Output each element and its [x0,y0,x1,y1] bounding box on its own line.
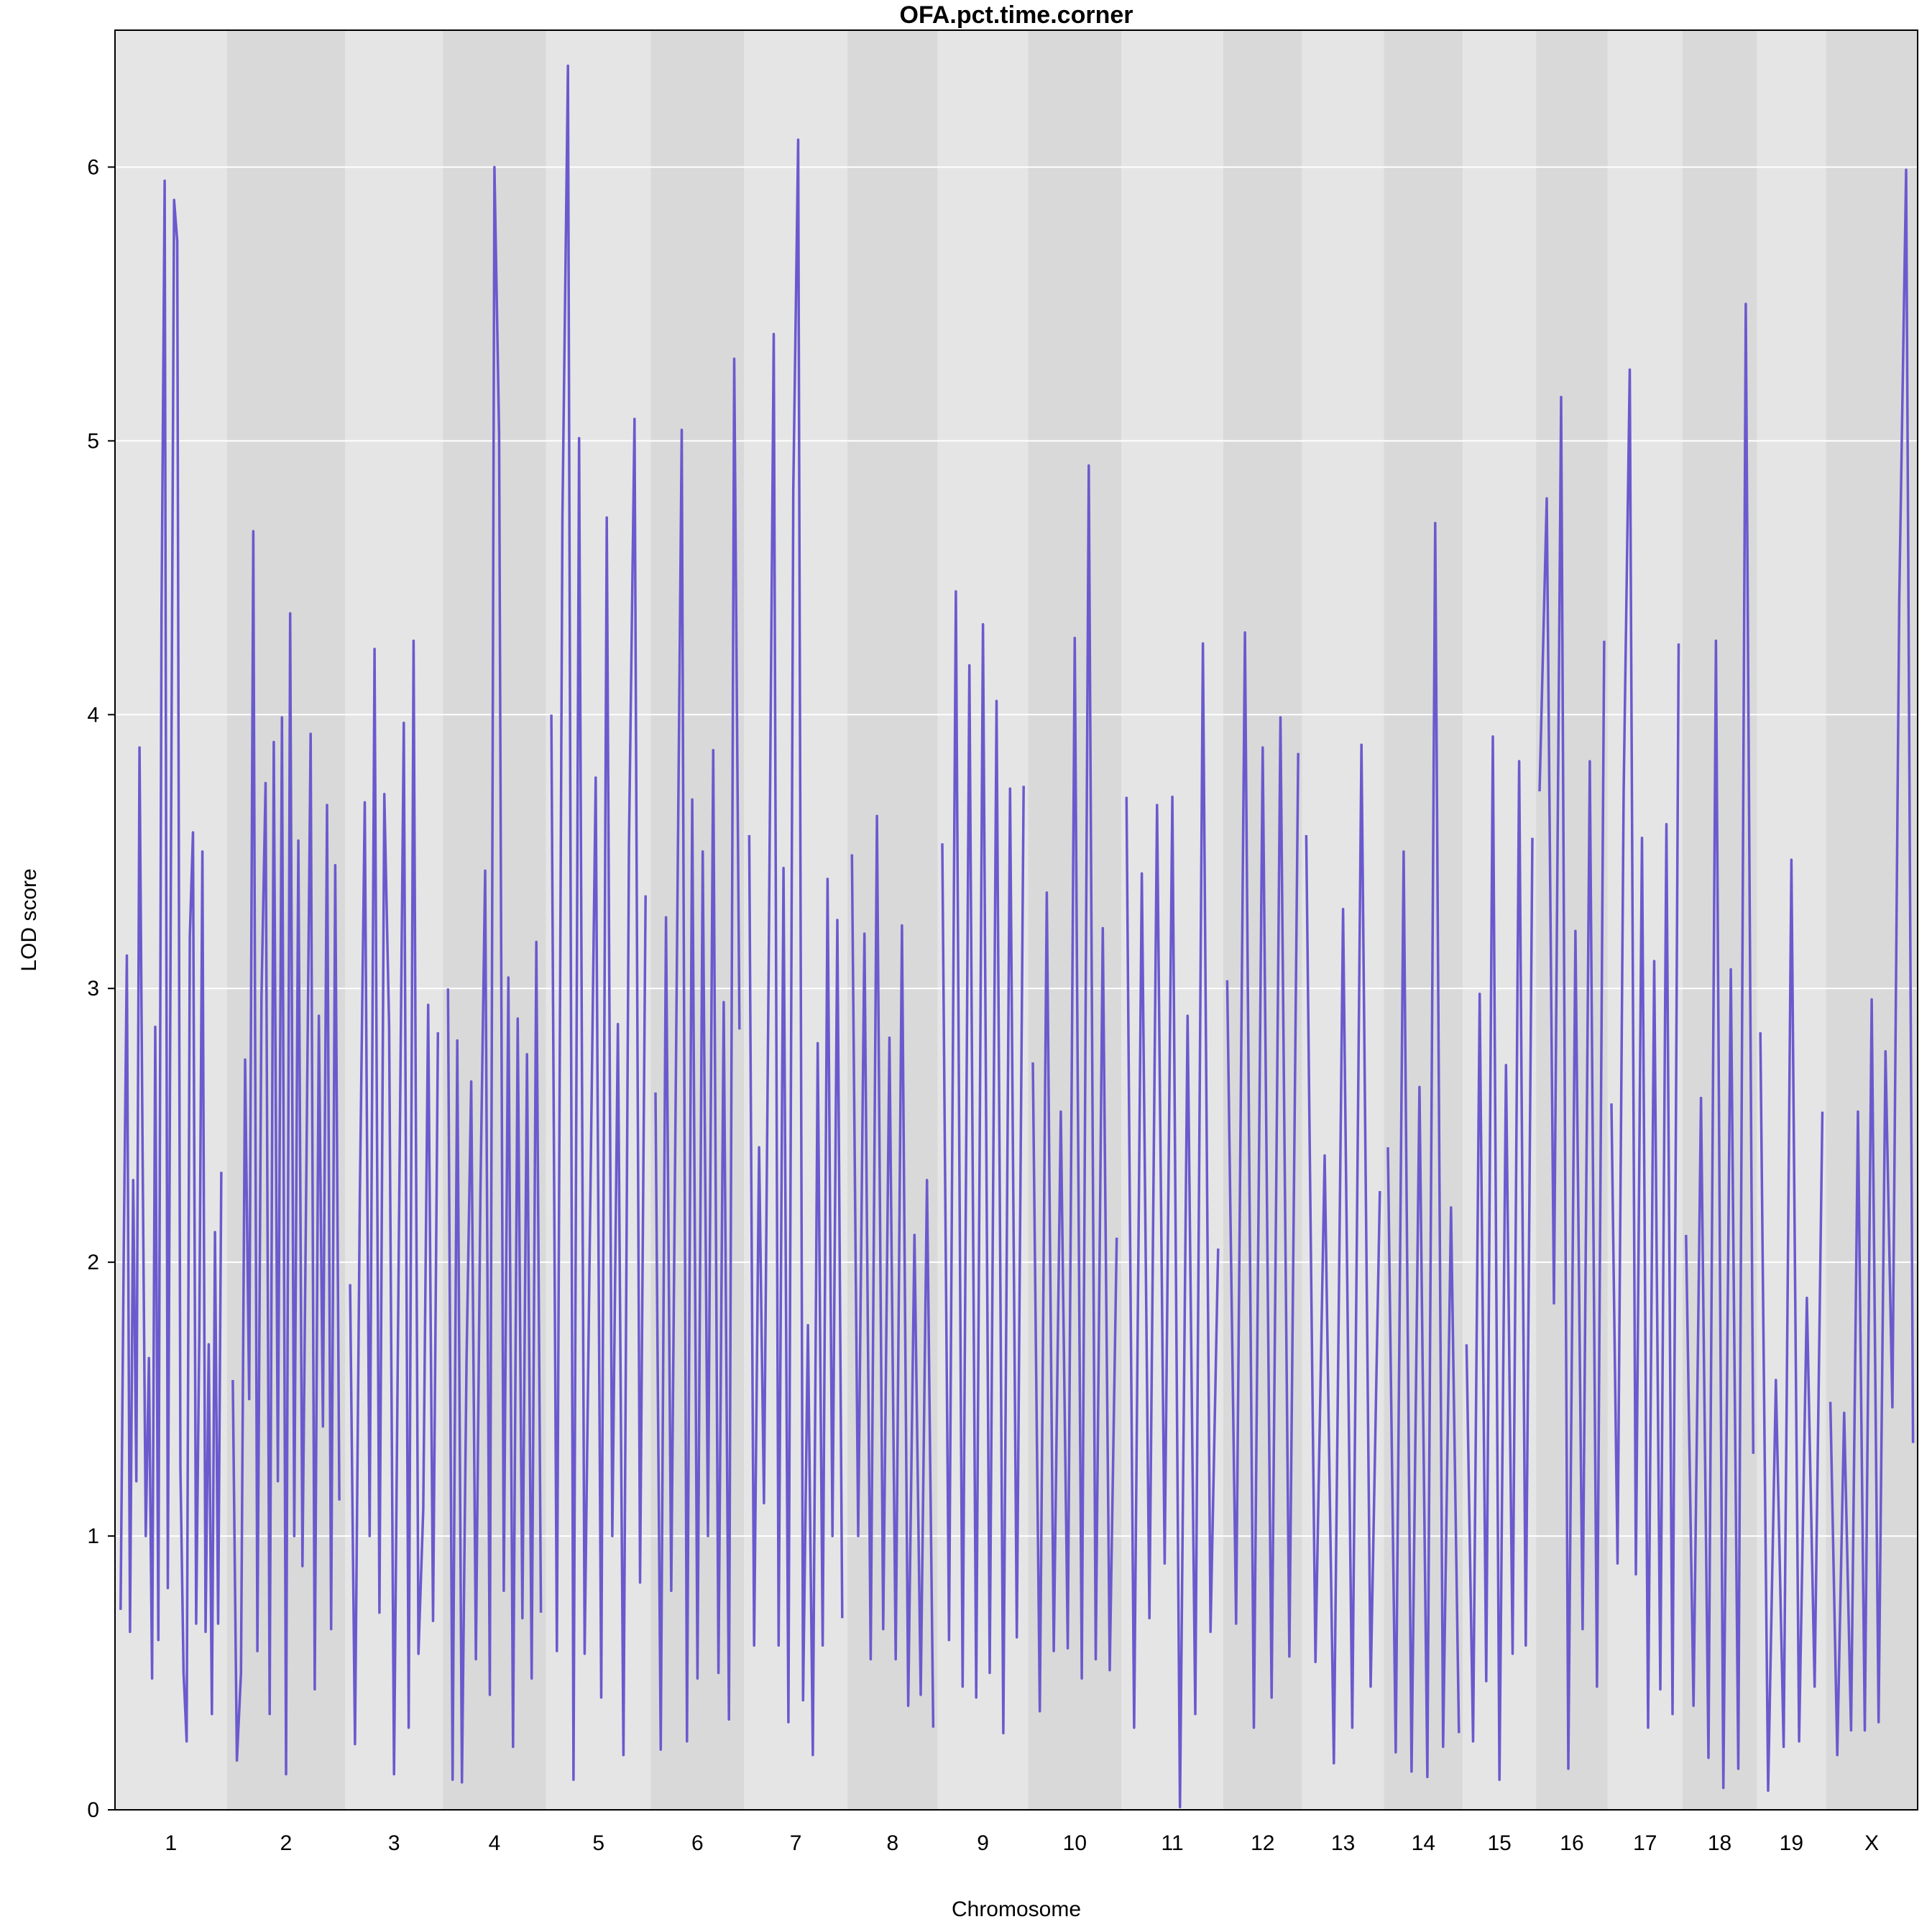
x-tick-label-5: 5 [592,1831,604,1855]
x-tick-label-1: 1 [165,1831,178,1855]
x-tick-label-15: 15 [1487,1831,1511,1855]
lod-line-chr-10 [1031,464,1118,1713]
x-tick-label-8: 8 [886,1831,898,1855]
lod-line-chr-4 [446,165,543,1784]
x-axis-label: Chromosome [952,1898,1081,1921]
y-tick-label-3: 3 [87,977,99,1000]
lod-line-chr-8 [850,814,935,1728]
chromosome-band-3 [345,30,443,1810]
lod-line-chr-2 [231,530,341,1776]
x-tick-label-17: 17 [1633,1831,1657,1855]
lod-line-chr-15 [1465,735,1534,1781]
x-tick-label-19: 19 [1780,1831,1803,1855]
chromosome-band-14 [1384,30,1463,1810]
chromosome-band-18 [1682,30,1757,1810]
y-tick-label-0: 0 [87,1798,99,1822]
lod-series-lines [119,64,1915,1808]
lod-line-chr-12 [1225,631,1300,1729]
chart-title: OFA.pct.time.corner [900,1,1133,29]
x-tick-label-4: 4 [489,1831,501,1855]
lod-line-chr-5 [550,64,647,1781]
x-tick-label-18: 18 [1708,1831,1731,1855]
lod-line-chr-6 [654,357,741,1751]
y-tick-label-4: 4 [87,703,99,727]
lod-line-chr-13 [1305,743,1381,1765]
lod-line-chr-9 [941,590,1025,1735]
y-tick-label-6: 6 [87,155,99,179]
chromosome-band-10 [1028,30,1122,1810]
lod-line-chr-11 [1125,642,1220,1808]
x-tick-label-12: 12 [1251,1831,1274,1855]
y-tick-label-1: 1 [87,1524,99,1548]
lod-line-chr-14 [1386,521,1460,1779]
x-axis: 1 2 3 4 5 6 7 8 9 10 11 12 13 14 15 16 17 18 19 X [165,1831,1880,1855]
x-tick-label-X: X [1864,1831,1879,1855]
lod-line-chr-17 [1610,368,1680,1729]
x-tick-label-9: 9 [977,1831,989,1855]
x-tick-label-3: 3 [388,1831,400,1855]
lod-line-chr-X [1828,168,1915,1757]
x-tick-label-10: 10 [1063,1831,1087,1855]
x-tick-label-11: 11 [1161,1831,1183,1855]
x-tick-label-2: 2 [280,1831,293,1855]
chromosome-band-5 [546,30,651,1810]
lod-line-chr-3 [349,639,440,1776]
chromosome-band-9 [937,30,1029,1810]
lod-line-chr-7 [748,138,844,1757]
x-tick-label-7: 7 [790,1831,802,1855]
x-tick-label-16: 16 [1560,1831,1583,1855]
x-tick-label-6: 6 [691,1831,704,1855]
chromosome-band-8 [847,30,938,1810]
lod-line-chr-19 [1759,858,1824,1793]
lod-line-chr-16 [1538,395,1606,1770]
x-tick-label-13: 13 [1331,1831,1355,1855]
plot-frame [114,29,1918,1811]
y-tick-label-2: 2 [87,1251,99,1274]
y-axis: 0 1 2 3 4 5 6 [87,155,115,1822]
y-axis-label: LOD score [17,868,41,971]
y-tick-label-5: 5 [87,429,99,453]
lod-line-chr-18 [1685,303,1755,1790]
x-tick-label-14: 14 [1412,1831,1435,1855]
lod-line-chr-1 [119,179,223,1743]
